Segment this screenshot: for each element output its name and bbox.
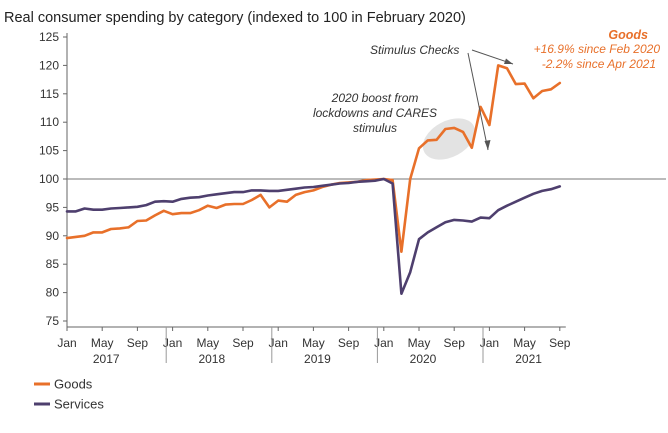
x-tick-label: Sep <box>338 336 360 350</box>
cares-annotation-line3: stimulus <box>353 121 397 135</box>
x-tick-label: May <box>91 336 114 350</box>
cares-annotation-line1: 2020 boost from <box>331 91 419 105</box>
x-tick-label: May <box>408 336 431 350</box>
x-tick-label: Jan <box>374 336 393 350</box>
y-tick-label: 75 <box>46 314 60 328</box>
goods-annotation-line2: -2.2% since Apr 2021 <box>542 57 656 71</box>
goods-annotation-line1: +16.9% since Feb 2020 <box>534 42 661 56</box>
series-lines <box>65 64 562 296</box>
x-tick-label: Sep <box>232 336 254 350</box>
y-tick-label: 110 <box>40 115 59 129</box>
legend-label-goods: Goods <box>54 377 93 392</box>
x-axis: Jan May Sep Jan May Sep Jan May Sep Jan May Sep Jan M… <box>57 326 571 366</box>
y-tick-label: 115 <box>40 87 59 101</box>
y-tick-label: 80 <box>46 286 60 300</box>
stimulus-arrow-1 <box>467 52 489 151</box>
y-tick-label: 85 <box>46 257 60 271</box>
y-tick-label: 120 <box>39 58 59 72</box>
year-label: 2018 <box>198 352 225 366</box>
cares-highlight-ellipse <box>422 118 476 160</box>
goods-annotation-title: Goods <box>608 28 648 42</box>
stimulus-arrowhead-1 <box>484 140 491 150</box>
stimulus-annotation: Stimulus Checks <box>370 43 459 57</box>
x-tick-label: May <box>302 336 325 350</box>
year-label: 2021 <box>515 352 542 366</box>
series-line-services <box>65 177 562 296</box>
year-label: 2020 <box>410 352 437 366</box>
y-tick-label: 95 <box>46 200 60 214</box>
y-tick-label: 105 <box>39 144 59 158</box>
chart-title: Real consumer spending by category (inde… <box>4 10 466 26</box>
x-tick-label: May <box>196 336 219 350</box>
legend-label-services: Services <box>54 397 104 412</box>
y-axis: 75 80 85 90 95 100 105 110 115 120 125 <box>39 30 68 328</box>
x-tick-label: Sep <box>444 336 466 350</box>
y-tick-label: 100 <box>39 172 59 186</box>
y-tick-label: 125 <box>39 30 59 44</box>
x-tick-label: Jan <box>480 336 499 350</box>
y-tick-label: 90 <box>46 229 60 243</box>
year-label: 2017 <box>93 352 120 366</box>
year-label: 2019 <box>304 352 331 366</box>
x-tick-label: Jan <box>163 336 182 350</box>
x-tick-label: Sep <box>127 336 149 350</box>
x-tick-label: Jan <box>57 336 76 350</box>
series-line-goods <box>65 64 562 253</box>
x-tick-label: May <box>513 336 536 350</box>
legend: Goods Services <box>34 377 104 412</box>
x-tick-label: Jan <box>269 336 288 350</box>
cares-annotation-line2: lockdowns and CARES <box>313 106 437 120</box>
x-tick-label: Sep <box>549 336 571 350</box>
stimulus-arrowhead-2 <box>504 58 513 64</box>
